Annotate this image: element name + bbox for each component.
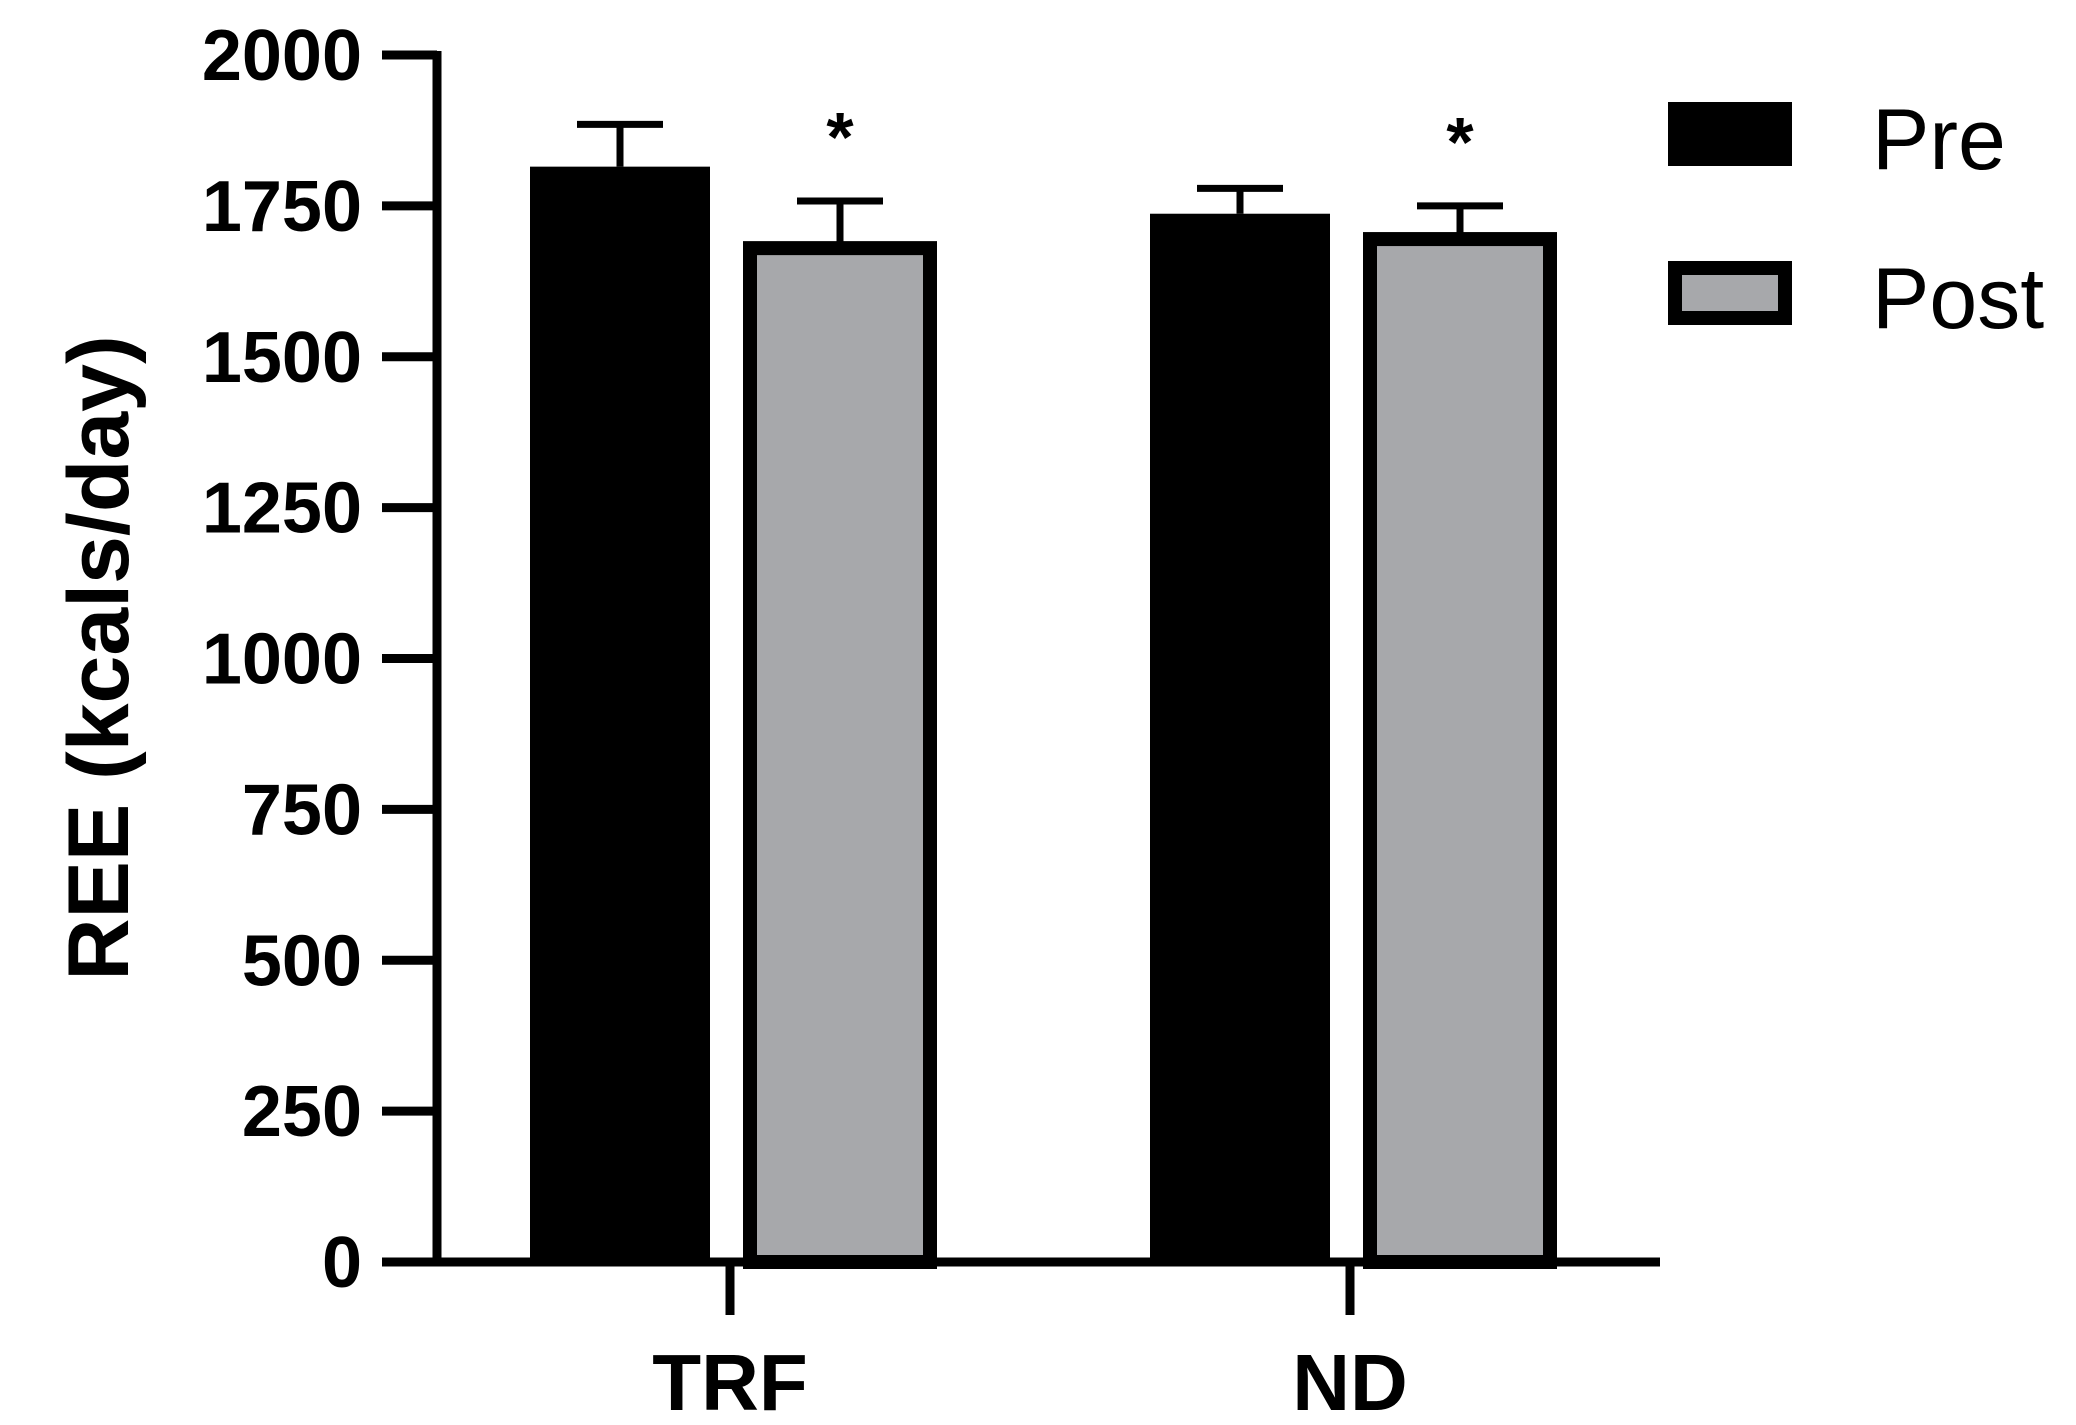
y-tick-label: 0 (322, 1223, 362, 1303)
bars: * * (530, 98, 1557, 1269)
bar-pre-nd (1150, 213, 1330, 1263)
y-tick-label: 750 (242, 770, 362, 850)
x-tick-label: TRF (652, 1338, 808, 1425)
y-tick-label: 1500 (202, 318, 362, 398)
y-tick-label: 1250 (202, 469, 362, 549)
y-tick-label: 500 (242, 921, 362, 1001)
y-axis-ticks: 0 250 500 750 1000 1250 1500 1750 2000 (202, 16, 437, 1303)
y-axis-label: REE (kcals/day) (51, 335, 147, 980)
legend: Pre Post (1668, 92, 2044, 347)
y-tick-label: 1750 (202, 167, 362, 247)
y-tick-label: 1000 (202, 620, 362, 700)
axes (432, 51, 1660, 1267)
bar-post-nd (1363, 232, 1557, 1269)
bar-post-trf (743, 241, 937, 1269)
bar-pre-trf (530, 166, 710, 1263)
x-tick-label: ND (1292, 1338, 1408, 1425)
legend-swatch-post (1668, 261, 1792, 325)
y-tick-label: 2000 (202, 16, 362, 96)
legend-label-post: Post (1872, 251, 2044, 347)
y-tick-label: 250 (242, 1072, 362, 1152)
y-axis-title: REE (kcals/day) (51, 335, 147, 980)
legend-label-pre: Pre (1872, 92, 2006, 188)
x-axis-labels: TRF ND (652, 1262, 1408, 1425)
legend-swatch-pre (1668, 102, 1792, 166)
significance-marker: * (1446, 103, 1474, 181)
significance-marker: * (826, 98, 854, 176)
